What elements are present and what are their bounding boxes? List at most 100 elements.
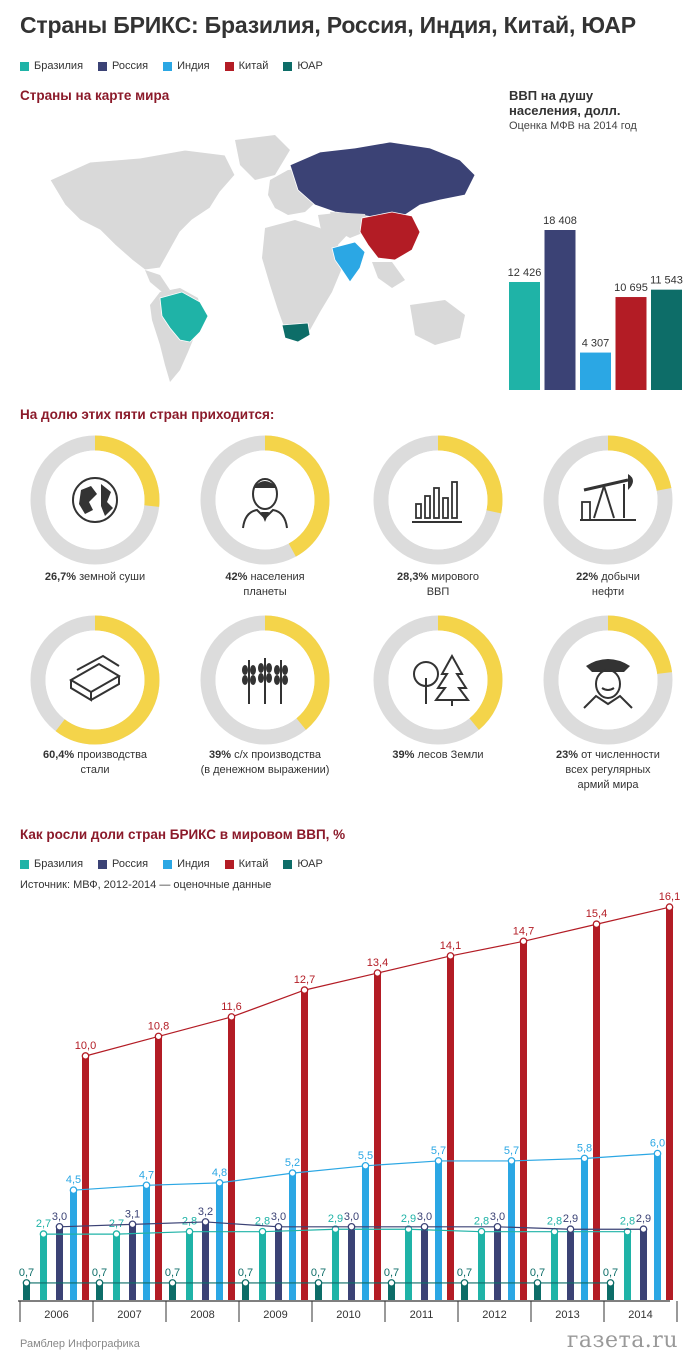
- share-donut: [373, 615, 503, 745]
- globe-icon: [72, 477, 118, 523]
- donut-center: [388, 630, 488, 730]
- growth-point: [168, 1279, 177, 1287]
- growth-point: [434, 1157, 443, 1165]
- footer-logo: газета.ru: [566, 1328, 678, 1353]
- x-tick-label: 2013: [555, 1309, 579, 1321]
- greenland-shape: [235, 135, 290, 180]
- gdp-bar: [544, 230, 576, 390]
- growth-bar: [551, 1231, 558, 1300]
- share-donut: [30, 615, 160, 745]
- legend-item-brazil: Бразилия: [20, 858, 83, 870]
- africa-shape: [262, 220, 342, 342]
- growth-value-label: 3,0: [271, 1211, 286, 1223]
- world-map: [49, 135, 476, 382]
- legend-item-china: Китай: [224, 60, 268, 72]
- legend-label: ЮАР: [297, 858, 323, 870]
- share-text: с/х производства: [231, 749, 321, 761]
- growth-value-label: 0,7: [384, 1267, 399, 1279]
- x-tick-label: 2010: [336, 1309, 360, 1321]
- wheat-icon: [242, 658, 288, 704]
- growth-bar: [332, 1229, 339, 1300]
- growth-value-label: 3,1: [125, 1208, 140, 1220]
- share-label-line1: 23% от численности: [533, 748, 683, 763]
- legend-item-india: Индия: [163, 60, 210, 72]
- growth-bar: [348, 1226, 355, 1300]
- share-label-line: ВВП: [426, 586, 450, 598]
- share-text: населения: [247, 571, 305, 583]
- donut-center: [388, 450, 488, 550]
- donut-fill: [373, 435, 503, 565]
- growth-point: [460, 1279, 469, 1287]
- footer-credit: Рамблер Инфографика: [20, 1338, 140, 1350]
- growth-point: [300, 986, 309, 994]
- bar-chart-icon: [412, 481, 462, 523]
- donut-center: [558, 630, 658, 730]
- growth-point: [201, 1218, 210, 1226]
- donut-fill: [30, 435, 160, 565]
- growth-bar: [129, 1224, 136, 1300]
- growth-value-label: 5,8: [577, 1142, 592, 1154]
- growth-chart: 2006 2007 2008 2009 2010 2011 2012 2013 2014 0,7 0…: [18, 891, 680, 1322]
- growth-bar: [82, 1056, 89, 1300]
- legend-item-brazil: Бразилия: [20, 60, 83, 72]
- donut-fill: [30, 615, 160, 745]
- growth-point: [128, 1220, 137, 1229]
- legend-top: Бразилия Россия Индия Китай ЮАР: [20, 60, 323, 72]
- map-section-title: Страны на карте мира: [20, 88, 170, 103]
- growth-bar: [405, 1229, 412, 1300]
- gdp-title-line1: ВВП на душу: [509, 88, 594, 103]
- growth-point: [314, 1279, 323, 1287]
- growth-point: [227, 1013, 236, 1021]
- share-label-line: (в денежном выражении): [200, 764, 330, 776]
- growth-bar: [155, 1036, 162, 1300]
- legend-item-china: Китай: [224, 858, 268, 870]
- growth-point: [347, 1222, 356, 1231]
- legend-item-india: Индия: [163, 858, 210, 870]
- china-shape: [359, 211, 421, 261]
- growth-bar: [202, 1221, 209, 1300]
- growth-point: [373, 969, 382, 977]
- growth-value-label: 14,7: [513, 925, 534, 937]
- share-label-line: всех регулярных: [565, 764, 651, 776]
- central-america-shape: [145, 270, 170, 292]
- growth-point: [81, 1052, 90, 1060]
- growth-point: [606, 1279, 615, 1287]
- growth-value-label: 2,8: [474, 1216, 489, 1228]
- growth-point: [112, 1230, 121, 1238]
- trees-icon: [413, 653, 470, 706]
- growth-value-label: 5,7: [504, 1145, 519, 1157]
- soldier-icon: [583, 659, 633, 709]
- growth-bar: [607, 1282, 614, 1300]
- growth-point: [95, 1279, 104, 1287]
- growth-bar: [654, 1153, 661, 1300]
- growth-point: [154, 1032, 163, 1041]
- growth-point: [580, 1154, 589, 1163]
- growth-point: [185, 1227, 194, 1236]
- growth-point: [446, 952, 455, 960]
- share-donut: [200, 435, 330, 565]
- donut-fill: [200, 615, 330, 745]
- gdp-bar: [651, 289, 682, 390]
- gdp-bar-label: 18 408: [543, 215, 577, 227]
- growth-value-label: 13,4: [367, 957, 388, 969]
- page-title: Страны БРИКС: Бразилия, Россия, Индия, К…: [20, 12, 636, 38]
- growth-point: [550, 1227, 559, 1236]
- growth-value-label: 5,7: [431, 1145, 446, 1157]
- donut-fill: [373, 615, 503, 745]
- growth-bar: [388, 1282, 395, 1300]
- share-label-line1: 39% лесов Земли: [363, 748, 513, 763]
- share-label: 39% с/х производства (в денежном выражени…: [190, 748, 340, 778]
- growth-value-label: 12,7: [294, 974, 315, 986]
- growth-value-label: 11,6: [221, 1001, 242, 1013]
- share-value: 23%: [556, 749, 579, 761]
- growth-point: [69, 1186, 78, 1195]
- growth-bar: [228, 1016, 235, 1300]
- growth-bar: [494, 1226, 501, 1300]
- growth-value-label: 2,9: [563, 1213, 578, 1225]
- growth-point: [258, 1227, 267, 1236]
- donut-fill: [543, 435, 673, 565]
- russia-shape: [289, 141, 476, 219]
- india-shape: [331, 241, 366, 283]
- growth-point: [477, 1227, 486, 1236]
- donut-center: [45, 630, 145, 730]
